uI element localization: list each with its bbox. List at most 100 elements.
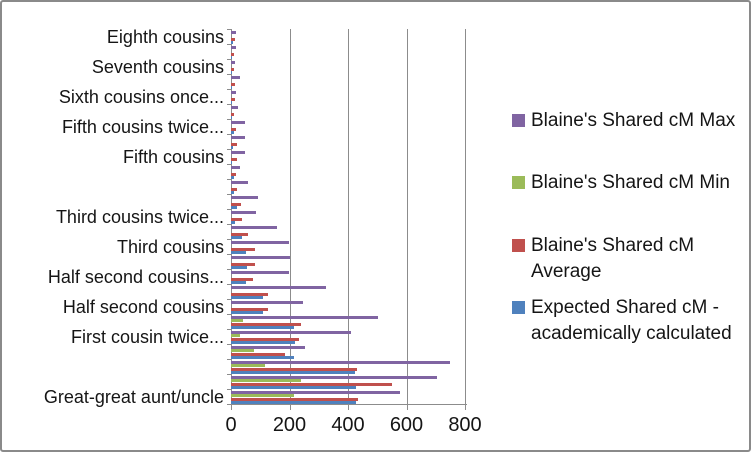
bar-group-6 — [231, 105, 465, 120]
category-axis-tick — [227, 194, 231, 195]
bar-blaine-s-shared-cm-average-7 — [231, 127, 236, 131]
bar-blaine-s-shared-cm-average-3 — [231, 67, 235, 71]
bar-group-20 — [231, 315, 465, 330]
category-axis-tick — [227, 59, 231, 60]
bar-expected-shared-cm-academically-calculated-21 — [231, 340, 296, 344]
bar-expected-shared-cm-academically-calculated-25 — [231, 400, 356, 404]
category-axis-tick — [227, 119, 231, 120]
gridline-200 — [289, 29, 291, 405]
category-axis-tick — [227, 254, 231, 255]
category-label-21: First cousin twice... — [70, 327, 224, 347]
bar-blaine-s-shared-cm-min-22 — [231, 349, 255, 353]
category-axis-tick — [227, 314, 231, 315]
bar-expected-shared-cm-academically-calculated-4 — [231, 85, 232, 89]
bar-blaine-s-shared-cm-average-25 — [231, 397, 359, 401]
bar-expected-shared-cm-academically-calculated-8 — [231, 145, 234, 149]
category-axis-tick — [227, 44, 231, 45]
category-axis-tick — [227, 89, 231, 90]
category-axis-tick — [227, 344, 231, 345]
bar-expected-shared-cm-academically-calculated-13 — [231, 220, 236, 224]
bar-blaine-s-shared-cm-max-2 — [231, 46, 236, 50]
value-axis-label-800: 800 — [448, 414, 482, 436]
category-axis-tick — [227, 134, 231, 135]
bar-blaine-s-shared-cm-max-21 — [231, 331, 351, 335]
bar-blaine-s-shared-cm-max-9 — [231, 151, 246, 155]
bar-group-22 — [231, 345, 465, 360]
bar-group-17 — [231, 270, 465, 285]
value-axis-label-200: 200 — [272, 414, 307, 436]
category-axis-tick — [227, 179, 231, 180]
bar-blaine-s-shared-cm-average-12 — [231, 202, 241, 206]
value-axis-tick-0 — [231, 405, 232, 410]
bar-group-5 — [231, 90, 465, 105]
category-label-1: Eighth cousins — [106, 27, 224, 47]
category-axis-tick — [227, 104, 231, 105]
category-label-17: Half second cousins... — [47, 267, 224, 287]
bar-blaine-s-shared-cm-min-25 — [231, 394, 295, 398]
bar-group-25 — [231, 390, 465, 405]
bar-blaine-s-shared-cm-max-13 — [231, 211, 257, 215]
bar-expected-shared-cm-academically-calculated-10 — [231, 175, 234, 179]
bar-blaine-s-shared-cm-average-17 — [231, 277, 253, 281]
legend-label: Blaine's Shared cM Average — [531, 235, 695, 282]
legend-marker-icon — [512, 176, 525, 189]
legend-marker-icon — [512, 239, 525, 252]
bar-blaine-s-shared-cm-max-15 — [231, 241, 289, 245]
legend-label: Expected Shared cM - academically calcul… — [531, 297, 732, 344]
bar-expected-shared-cm-academically-calculated-7 — [231, 130, 234, 134]
bar-expected-shared-cm-academically-calculated-18 — [231, 295, 263, 299]
bar-group-3 — [231, 60, 465, 75]
bar-group-16 — [231, 255, 465, 270]
bar-blaine-s-shared-cm-max-8 — [231, 136, 246, 140]
bar-expected-shared-cm-academically-calculated-24 — [231, 385, 356, 389]
legend-item-expected-shared-cm-academically-calculated: Expected Shared cM - academically calcul… — [512, 295, 744, 347]
category-axis-line — [231, 29, 232, 405]
bar-blaine-s-shared-cm-max-6 — [231, 106, 239, 110]
bar-group-19 — [231, 300, 465, 315]
bar-group-1 — [231, 30, 465, 45]
bar-group-10 — [231, 165, 465, 180]
bar-expected-shared-cm-academically-calculated-16 — [231, 265, 248, 269]
bar-blaine-s-shared-cm-average-15 — [231, 247, 256, 251]
category-label-5: Sixth cousins once... — [58, 87, 224, 107]
bar-expected-shared-cm-academically-calculated-12 — [231, 205, 237, 209]
bar-group-23 — [231, 360, 465, 375]
category-label-7: Fifth cousins twice... — [61, 117, 224, 137]
bar-expected-shared-cm-academically-calculated-6 — [231, 115, 232, 119]
category-axis-tick — [227, 209, 231, 210]
bar-blaine-s-shared-cm-average-19 — [231, 307, 268, 311]
legend-label: Blaine's Shared cM Min — [531, 172, 730, 193]
bar-expected-shared-cm-academically-calculated-1 — [231, 40, 233, 44]
bar-group-8 — [231, 135, 465, 150]
bar-group-9 — [231, 150, 465, 165]
bar-blaine-s-shared-cm-max-16 — [231, 256, 290, 260]
legend-item-blaine-s-shared-cm-min: Blaine's Shared cM Min — [512, 170, 744, 196]
bar-blaine-s-shared-cm-max-18 — [231, 286, 326, 290]
legend-item-blaine-s-shared-cm-average: Blaine's Shared cM Average — [512, 233, 744, 285]
category-axis-tick — [227, 29, 231, 30]
bar-expected-shared-cm-academically-calculated-17 — [231, 280, 247, 284]
category-axis-tick — [227, 389, 231, 390]
bar-group-7 — [231, 120, 465, 135]
category-axis-tick — [227, 74, 231, 75]
bar-blaine-s-shared-cm-average-8 — [231, 142, 237, 146]
bar-group-24 — [231, 375, 465, 390]
bar-blaine-s-shared-cm-max-7 — [231, 121, 245, 125]
bar-blaine-s-shared-cm-max-20 — [231, 316, 379, 320]
gridline-600 — [406, 29, 408, 405]
bar-blaine-s-shared-cm-max-4 — [231, 76, 241, 80]
category-axis-tick — [227, 404, 231, 405]
bar-blaine-s-shared-cm-max-22 — [231, 346, 305, 350]
bar-blaine-s-shared-cm-min-24 — [231, 379, 302, 383]
bar-expected-shared-cm-academically-calculated-14 — [231, 235, 242, 239]
bar-blaine-s-shared-cm-average-14 — [231, 232, 248, 236]
bar-blaine-s-shared-cm-max-19 — [231, 301, 303, 305]
legend-marker-icon — [512, 114, 525, 127]
bar-blaine-s-shared-cm-average-18 — [231, 292, 269, 296]
category-axis-tick — [227, 329, 231, 330]
bar-blaine-s-shared-cm-min-21 — [231, 334, 241, 338]
category-axis-tick — [227, 164, 231, 165]
category-axis-tick — [227, 224, 231, 225]
bar-group-2 — [231, 45, 465, 60]
